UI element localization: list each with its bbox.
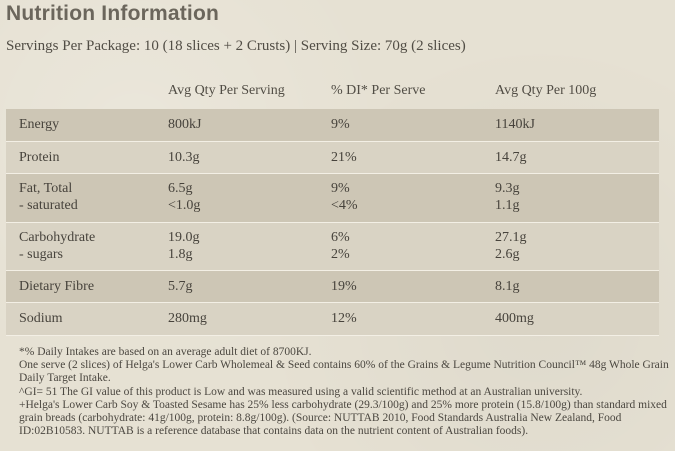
row-label: Energy (19, 117, 60, 132)
per100-value: 400mg (495, 311, 534, 326)
row-label: Carbohydrate - sugars (19, 229, 95, 263)
header-percent-di-per-serve: % DI* Per Serve (331, 83, 426, 98)
sugars-serving: 1.8g (168, 247, 193, 262)
serving-value: 10.3g (168, 150, 200, 165)
row-label: Fat, Total - saturated (19, 180, 78, 214)
per100-value: 1140kJ (495, 117, 535, 132)
saturated-label: - saturated (19, 198, 78, 213)
footnote-carbohydrate-protein: +Helga's Lower Carb Soy & Toasted Sesame… (19, 398, 667, 438)
servings-info: Servings Per Package: 10 (18 slices + 2 … (6, 38, 466, 54)
serving-value: 800kJ (168, 117, 202, 132)
saturated-di: <4% (331, 198, 358, 213)
di-value: 6% 2% (331, 229, 350, 263)
table-row-carbohydrate: Carbohydrate - sugars 19.0g 1.8g 6% 2% 2… (6, 223, 659, 271)
table-header: Avg Qty Per Serving % DI* Per Serve Avg … (6, 80, 659, 109)
per100-value: 8.1g (495, 279, 520, 294)
serving-value: 6.5g <1.0g (168, 180, 200, 214)
di-value: 9% <4% (331, 180, 358, 214)
di-value: 21% (331, 150, 357, 165)
row-label: Dietary Fibre (19, 279, 95, 294)
di-value: 19% (331, 279, 357, 294)
footnotes: *% Daily Intakes are based on an average… (19, 346, 669, 438)
saturated-serving: <1.0g (168, 198, 201, 213)
sugars-per100: 2.6g (495, 247, 520, 262)
di-value: 9% (331, 117, 350, 132)
per100-value: 14.7g (495, 150, 527, 165)
fat-per100: 9.3g (495, 181, 520, 196)
di-value: 12% (331, 311, 357, 326)
serving-value: 5.7g (168, 279, 193, 294)
table-row-fat: Fat, Total - saturated 6.5g <1.0g 9% <4%… (6, 174, 659, 223)
carbohydrate-di: 6% (331, 230, 350, 245)
fat-di: 9% (331, 181, 350, 196)
row-label: Protein (19, 150, 60, 165)
carbohydrate-serving: 19.0g (168, 230, 200, 245)
serving-value: 19.0g 1.8g (168, 229, 200, 263)
per100-value: 9.3g 1.1g (495, 180, 520, 214)
nutrition-table: Avg Qty Per Serving % DI* Per Serve Avg … (6, 80, 659, 336)
table-row-dietary-fibre: Dietary Fibre 5.7g 19% 8.1g (6, 271, 659, 303)
table-row-sodium: Sodium 280mg 12% 400mg (6, 303, 659, 336)
carbohydrate-label: Carbohydrate (19, 230, 96, 245)
sugars-label: - sugars (19, 247, 63, 262)
footnote-gi: ^GI= 51 The GI value of this product is … (19, 385, 583, 398)
header-avg-qty-per-100g: Avg Qty Per 100g (495, 83, 597, 98)
footnote-whole-grain: One serve (2 slices) of Helga's Lower Ca… (19, 359, 669, 385)
table-row-energy: Energy 800kJ 9% 1140kJ (6, 109, 659, 142)
page-title: Nutrition Information (6, 2, 220, 25)
saturated-per100: 1.1g (495, 198, 520, 213)
table-row-protein: Protein 10.3g 21% 14.7g (6, 142, 659, 174)
header-avg-qty-per-serving: Avg Qty Per Serving (168, 83, 285, 98)
carbohydrate-per100: 27.1g (495, 230, 527, 245)
per100-value: 27.1g 2.6g (495, 229, 527, 263)
sugars-di: 2% (331, 247, 350, 262)
row-label: Sodium (19, 311, 63, 326)
footnote-daily-intake: *% Daily Intakes are based on an average… (19, 346, 312, 358)
fat-serving: 6.5g (168, 181, 193, 196)
fat-total-label: Fat, Total (19, 181, 73, 196)
serving-value: 280mg (168, 311, 207, 326)
